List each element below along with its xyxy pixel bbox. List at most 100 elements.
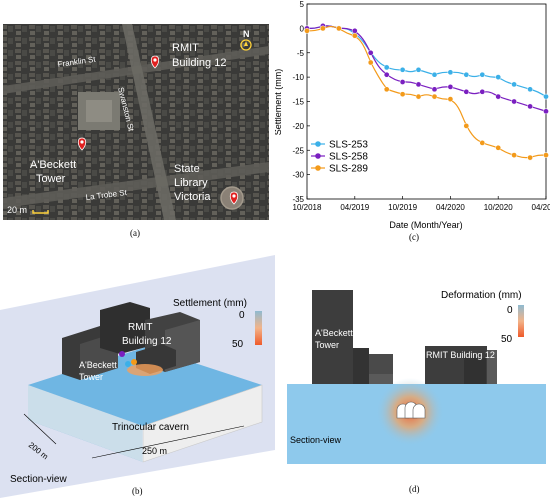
- rmit-label-line2: Building 12: [172, 57, 226, 69]
- depth-dimension-line: [23, 413, 57, 445]
- y-tick-label: -30: [292, 171, 304, 180]
- section-view-label: Section-view: [10, 474, 67, 485]
- rmit-label-line1: RMIT: [172, 42, 199, 54]
- state-library-label-line2: Library: [174, 177, 208, 189]
- rmit-3d-label-line1: RMIT: [128, 322, 152, 333]
- data-point-sls289: [351, 32, 358, 39]
- series-line-sls258: [307, 25, 547, 112]
- abeckett-section-label-line1: A'Beckett: [315, 328, 353, 338]
- abeckett-tower-section: [312, 290, 353, 384]
- data-point-sls258: [351, 27, 358, 34]
- y-tick-label: -10: [292, 73, 304, 82]
- data-point-sls253: [431, 71, 438, 78]
- data-point-sls289: [463, 123, 470, 129]
- abeckett-3d-label-line2: Tower: [79, 372, 103, 382]
- data-point-sls289: [543, 152, 549, 158]
- data-point-sls289: [383, 86, 390, 93]
- data-point-sls253: [383, 64, 390, 71]
- trinocular-cavern-icon: [396, 401, 426, 419]
- data-point-sls289: [431, 93, 438, 100]
- deformation-scale-top: 0: [507, 305, 513, 316]
- data-point-sls253: [495, 74, 502, 80]
- data-point-sls289: [527, 154, 533, 161]
- legend-marker-sls289: [315, 165, 321, 171]
- data-point-sls258: [383, 71, 390, 78]
- settlement-scale-top: 0: [239, 310, 245, 321]
- data-point-sls258: [463, 88, 470, 95]
- abeckett-marker-icon: [77, 137, 87, 151]
- state-library-label-line3: Victoria: [174, 191, 211, 203]
- y-axis-ticks: 5 0 -5 -10 -15 -20 -25 -30 -35: [292, 0, 310, 204]
- sls253-point-icon: [125, 361, 131, 367]
- y-tick-label: -5: [297, 49, 305, 58]
- data-point-sls253: [511, 81, 517, 88]
- legend-marker-sls258: [315, 153, 321, 159]
- x-tick-label: 10/2020: [484, 203, 513, 212]
- panel-d-caption: (d): [409, 484, 420, 494]
- series-layer: [304, 23, 549, 161]
- y-tick-label: -20: [292, 122, 304, 131]
- settlement-color-scale: [255, 311, 262, 345]
- data-point-sls289: [336, 25, 342, 32]
- data-point-sls253: [399, 66, 406, 73]
- deformation-scale-bottom: 50: [501, 334, 513, 345]
- y-tick-label: -35: [292, 195, 304, 204]
- x-axis-label: Date (Month/Year): [389, 220, 462, 230]
- data-point-sls258: [367, 49, 374, 56]
- data-point-sls253: [527, 86, 533, 93]
- data-point-sls253: [479, 71, 486, 78]
- rmit-marker-icon: [150, 55, 160, 69]
- data-point-sls289: [495, 144, 502, 151]
- data-point-sls289: [415, 93, 422, 100]
- width-dimension-line: [91, 425, 245, 459]
- data-point-sls289: [511, 152, 517, 158]
- aerial-map: Franklin St RMIT Building 12 Swanston St…: [3, 24, 269, 220]
- legend-label-sls258: SLS-258: [329, 152, 368, 163]
- north-label: N: [243, 29, 250, 39]
- panel-a-caption: (a): [130, 228, 140, 238]
- y-tick-label: -15: [292, 98, 304, 107]
- data-point-sls289: [304, 27, 310, 34]
- rmit-shadow: [464, 358, 486, 384]
- rmit-3d-label-line2: Building 12: [122, 336, 172, 347]
- x-tick-label: 04/2019: [340, 203, 369, 212]
- settlement-zone: [127, 364, 163, 376]
- settlement-title: Settlement (mm): [173, 298, 247, 309]
- y-tick-label: 0: [300, 24, 305, 33]
- scale-bar-icon: [32, 210, 49, 214]
- model-3d-view: Settlement (mm) 0 50 RMIT Building 12 A'…: [0, 255, 275, 498]
- data-point-sls253: [447, 69, 454, 76]
- data-point-sls253: [543, 93, 549, 100]
- north-arrow-icon: [240, 39, 252, 51]
- abeckett-3d-label-line1: A'Beckett: [79, 360, 117, 370]
- latrobe-street: [3, 162, 269, 208]
- x-tick-label: 04/2021: [532, 203, 550, 212]
- data-point-sls289: [367, 59, 374, 66]
- deformation-title: Deformation (mm): [441, 290, 522, 301]
- library-marker-icon: [229, 191, 239, 205]
- abeckett-tower: [100, 302, 150, 354]
- x-tick-label: 10/2018: [293, 203, 322, 212]
- data-point-sls258: [543, 108, 549, 115]
- panel-d-section-view: A'Beckett Tower RMIT Building 12 Deforma…: [275, 250, 550, 498]
- panel-c-caption: (c): [409, 232, 419, 242]
- abeckett-low-base: [369, 374, 393, 384]
- data-point-sls253: [415, 66, 422, 73]
- data-point-sls258: [495, 93, 502, 100]
- y-tick-label: -25: [292, 146, 304, 155]
- data-point-sls258: [415, 81, 422, 88]
- settlement-chart: 5 0 -5 -10 -15 -20 -25 -30 -35 10/2018 04/2019 10/…: [273, 0, 550, 230]
- abeckett-section-label-line2: Tower: [315, 340, 339, 350]
- data-point-sls258: [399, 79, 406, 85]
- sls289-point-icon: [131, 359, 137, 365]
- x-axis-ticks: 10/2018 04/2019 10/2019 04/2020 10/2020 04/20…: [293, 196, 550, 212]
- y-tick-label: 5: [300, 0, 305, 9]
- data-point-sls258: [527, 103, 533, 110]
- sls258-point-icon: [119, 351, 125, 357]
- legend-marker-sls253: [315, 141, 321, 147]
- series-line-sls289: [306, 25, 546, 159]
- x-tick-label: 10/2019: [388, 203, 417, 212]
- cavern-label: Trinocular cavern: [112, 422, 189, 433]
- section-view-d-label: Section-view: [290, 435, 342, 445]
